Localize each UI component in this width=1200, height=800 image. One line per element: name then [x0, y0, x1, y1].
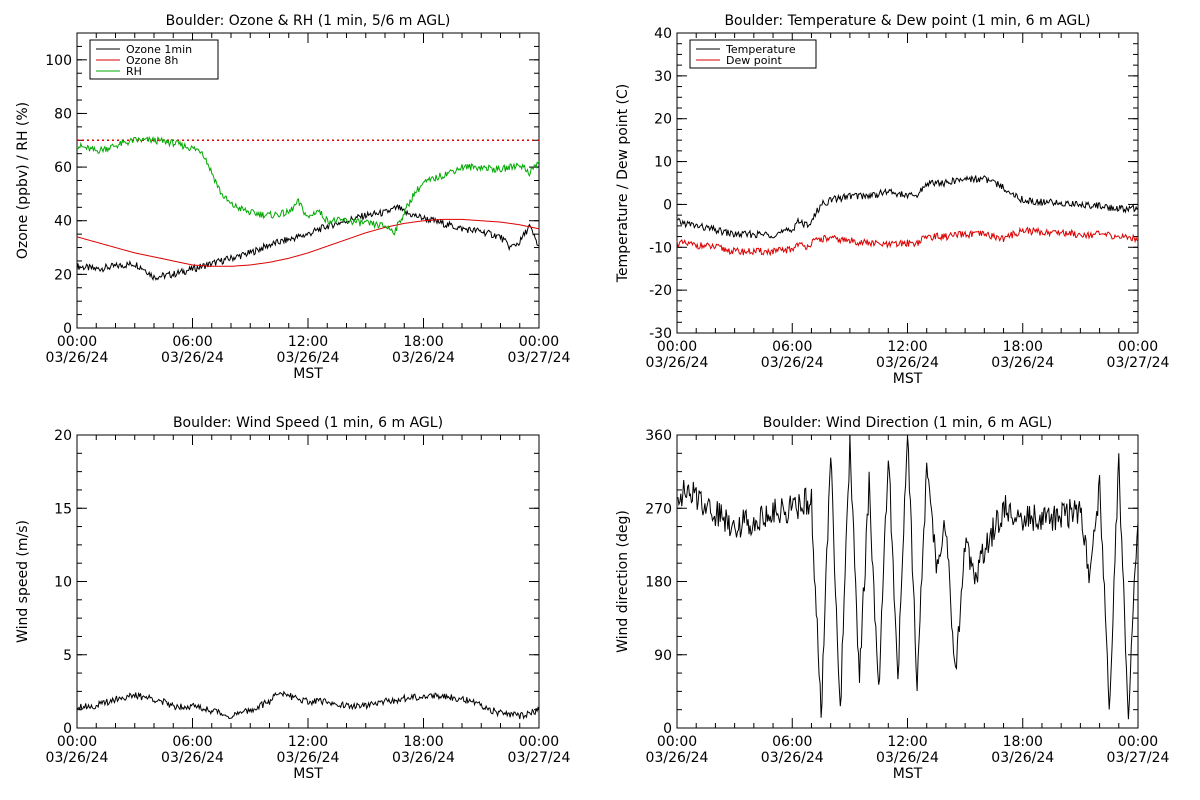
windspeed-xtick-time: 06:00: [172, 734, 212, 750]
temperature-legend-label: Temperature: [725, 43, 796, 56]
temperature-legend-box: [689, 39, 817, 69]
windspeed-xtick-date: 03/26/24: [46, 750, 109, 766]
ozone-ytick-label: 60: [54, 160, 72, 176]
temperature-title: Boulder: Temperature & Dew point (1 min,…: [724, 13, 1090, 29]
temperature-series-line: [676, 175, 1139, 239]
windspeed-xtick-time: 18:00: [403, 734, 443, 750]
winddir-ytick-label: 180: [645, 575, 672, 591]
winddir-xtick-time: 18:00: [1003, 734, 1043, 750]
ozone-ytick-label: 100: [45, 53, 72, 69]
winddir-series-line: [676, 435, 1139, 720]
temperature-ytick-label: 0: [663, 197, 672, 213]
temperature-series-line: [676, 226, 1139, 257]
temperature-plot-frame: [676, 32, 1139, 334]
winddir-xtick-time: 06:00: [772, 734, 812, 750]
windspeed-xtick-date: 03/26/24: [392, 750, 455, 766]
ozone-xtick-date: 03/27/24: [508, 350, 571, 366]
windspeed-ytick-label: 10: [54, 575, 72, 591]
temperature-xlabel: MST: [893, 371, 923, 387]
temperature-xtick-time: 18:00: [1003, 339, 1043, 355]
windspeed-ytick-label: 15: [54, 501, 72, 517]
winddir-xlabel: MST: [893, 766, 923, 782]
winddir-xtick-time: 00:00: [657, 734, 697, 750]
temperature-ytick-label: 30: [654, 69, 672, 85]
windspeed-xtick-date: 03/26/24: [161, 750, 224, 766]
ozone-legend-label: Ozone 8h: [126, 54, 178, 67]
temperature-xtick-time: 00:00: [1118, 339, 1158, 355]
ozone-xtick-time: 18:00: [403, 334, 443, 350]
windspeed-ytick-label: 0: [63, 721, 72, 737]
winddir-ytick-label: 360: [645, 428, 672, 444]
ozone-legend-label: Ozone 1min: [126, 43, 192, 56]
temperature-ylabel: Temperature / Dew point (C): [615, 84, 631, 283]
winddir-xtick-date: 03/26/24: [876, 750, 939, 766]
windspeed-ytick-label: 20: [54, 428, 72, 444]
temperature-xtick-date: 03/26/24: [646, 355, 709, 371]
ozone-ylabel: Ozone (ppbv) / RH (%): [15, 102, 31, 259]
ozone-series-line: [76, 204, 540, 281]
winddir-plot-frame: [676, 434, 1139, 729]
ozone-xtick-date: 03/26/24: [392, 350, 455, 366]
winddir-xtick-date: 03/26/24: [646, 750, 709, 766]
winddir-ylabel: Wind direction (deg): [615, 510, 631, 653]
ozone-title: Boulder: Ozone & RH (1 min, 5/6 m AGL): [166, 13, 451, 29]
windspeed-xtick-time: 00:00: [519, 734, 559, 750]
windspeed-xtick-time: 00:00: [57, 734, 97, 750]
windspeed-xtick-date: 03/27/24: [508, 750, 571, 766]
temperature-xtick-time: 12:00: [887, 339, 927, 355]
temperature-ytick-label: -30: [649, 326, 672, 342]
winddir-ytick-label: 90: [654, 648, 672, 664]
winddir-xtick-date: 03/26/24: [761, 750, 824, 766]
temperature-ytick-label: 20: [654, 112, 672, 128]
temperature-xtick-date: 03/27/24: [1107, 355, 1170, 371]
winddir-title: Boulder: Wind Direction (1 min, 6 m AGL): [763, 415, 1052, 431]
ozone-series-line: [76, 218, 540, 267]
winddir-ytick-label: 270: [645, 501, 672, 517]
winddir-xtick-date: 03/27/24: [1107, 750, 1170, 766]
temperature-legend-label: Dew point: [726, 54, 782, 67]
temperature-ytick-label: 10: [654, 155, 672, 171]
windspeed-plot-frame: [76, 434, 540, 729]
ozone-xlabel: MST: [293, 366, 323, 382]
ozone-xtick-time: 00:00: [57, 334, 97, 350]
windspeed-xtick-time: 12:00: [288, 734, 328, 750]
temperature-ytick-label: 40: [654, 26, 672, 42]
temperature-xtick-time: 00:00: [657, 339, 697, 355]
temperature-xtick-time: 06:00: [772, 339, 812, 355]
winddir-ytick-label: 0: [663, 721, 672, 737]
winddir-xtick-time: 12:00: [887, 734, 927, 750]
ozone-ytick-label: 80: [54, 106, 72, 122]
winddir-xtick-time: 00:00: [1118, 734, 1158, 750]
ozone-xtick-time: 06:00: [172, 334, 212, 350]
winddir-xtick-date: 03/26/24: [991, 750, 1054, 766]
ozone-xtick-time: 00:00: [519, 334, 559, 350]
ozone-ytick-label: 0: [63, 321, 72, 337]
ozone-series-line: [76, 135, 540, 236]
ozone-xtick-date: 03/26/24: [277, 350, 340, 366]
windspeed-ytick-label: 5: [63, 648, 72, 664]
windspeed-series-line: [76, 690, 540, 720]
temperature-xtick-date: 03/26/24: [876, 355, 939, 371]
temperature-xtick-date: 03/26/24: [761, 355, 824, 371]
windspeed-xlabel: MST: [293, 766, 323, 782]
ozone-ytick-label: 20: [54, 267, 72, 283]
ozone-legend-label: RH: [126, 65, 142, 78]
temperature-ytick-label: -20: [649, 283, 672, 299]
ozone-xtick-time: 12:00: [288, 334, 328, 350]
windspeed-title: Boulder: Wind Speed (1 min, 6 m AGL): [173, 415, 443, 431]
ozone-xtick-date: 03/26/24: [46, 350, 109, 366]
temperature-ytick-label: -10: [649, 240, 672, 256]
windspeed-ylabel: Wind speed (m/s): [15, 520, 31, 643]
windspeed-xtick-date: 03/26/24: [277, 750, 340, 766]
temperature-xtick-date: 03/26/24: [991, 355, 1054, 371]
ozone-ytick-label: 40: [54, 214, 72, 230]
ozone-xtick-date: 03/26/24: [161, 350, 224, 366]
